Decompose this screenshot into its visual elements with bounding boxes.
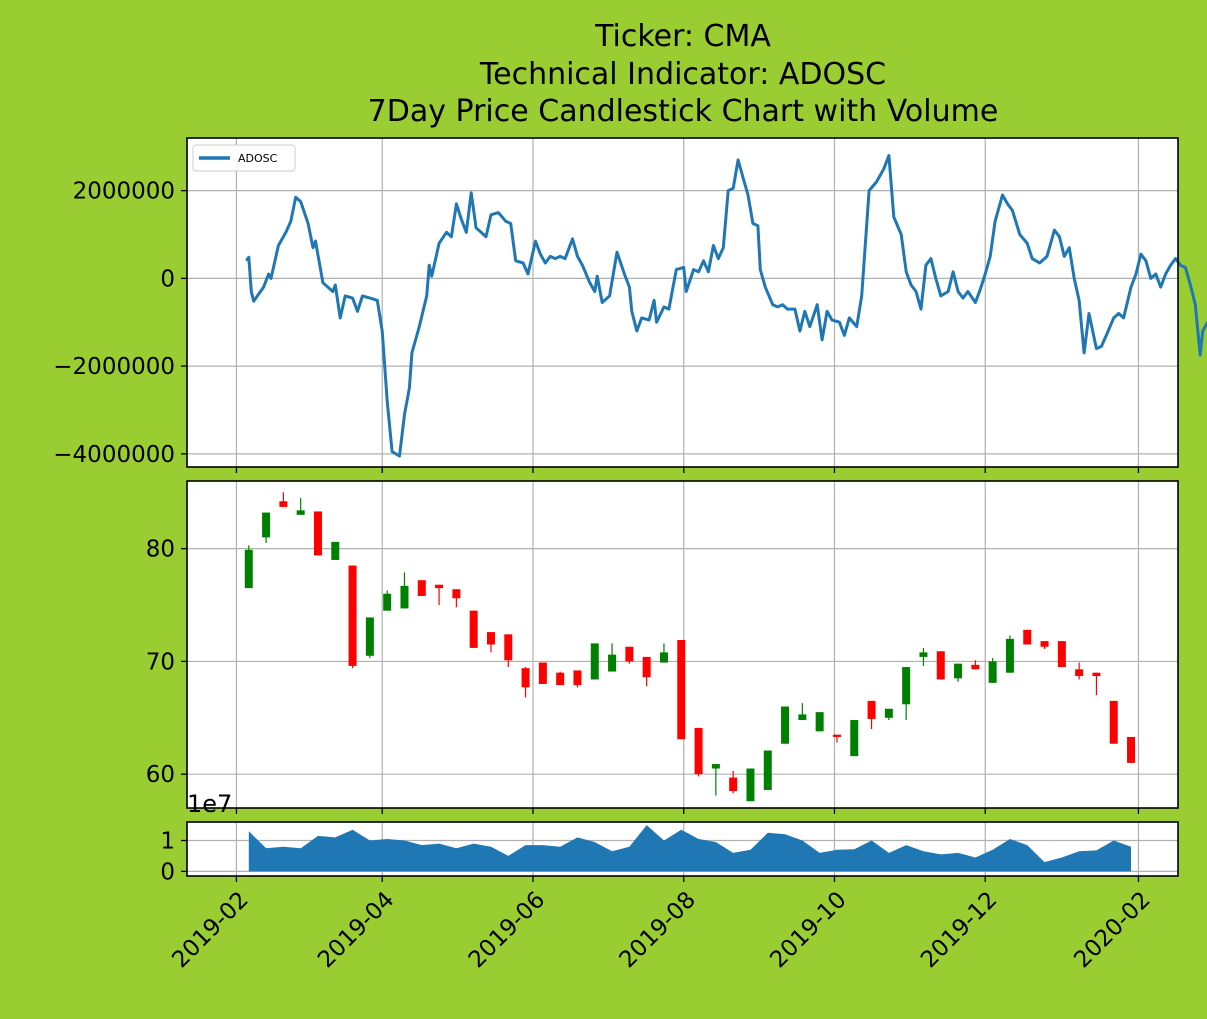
candle-body — [902, 667, 911, 705]
candle-body — [677, 639, 686, 740]
adosc-panel: −4000000 −2000000 0 2000000 — [53, 137, 1207, 473]
candle-body — [1092, 672, 1101, 677]
candle-body — [884, 708, 893, 718]
candle-body — [625, 646, 634, 662]
candle-body — [452, 589, 461, 599]
candle-body — [659, 652, 668, 663]
candle-body — [798, 714, 807, 721]
x-tick-label: 2019-10 — [765, 887, 851, 973]
price-ytick-label: 60 — [146, 762, 175, 788]
candle-body — [1005, 638, 1014, 673]
volume-offset-label: 1e7 — [187, 790, 232, 818]
candle-body — [279, 501, 288, 507]
volume-ytick-label: 1 — [160, 829, 175, 855]
candle-body — [296, 510, 305, 515]
candle-body — [1075, 669, 1084, 677]
candle-body — [815, 712, 824, 732]
chart-title-line-3: 7Day Price Candlestick Chart with Volume — [368, 94, 999, 129]
adosc-ytick-label: −4000000 — [53, 442, 175, 468]
x-tick-label: 2019-06 — [464, 887, 550, 973]
candle-body — [1109, 700, 1118, 744]
x-tick-label: 2019-02 — [167, 887, 253, 973]
candle-body — [832, 734, 841, 737]
adosc-legend: ADOSC — [192, 144, 296, 172]
candle-body — [763, 750, 772, 790]
candle-body — [365, 617, 374, 656]
candle-body — [954, 663, 963, 679]
volume-area — [248, 825, 1132, 872]
candle-body — [867, 700, 876, 719]
legend-box — [192, 144, 296, 172]
candle-body — [348, 565, 357, 666]
candle-body — [936, 651, 945, 680]
x-tick-label: 2019-08 — [615, 887, 701, 973]
candle-body — [919, 652, 928, 657]
candle-body — [1023, 629, 1032, 645]
candle-body — [538, 662, 547, 684]
x-tick-label: 2020-02 — [1069, 887, 1155, 973]
candle-body — [781, 706, 790, 744]
candle-body — [590, 643, 599, 680]
candle-body — [1057, 641, 1066, 668]
price-ytick-label: 80 — [146, 537, 175, 563]
price-frame — [186, 480, 1179, 809]
chart-title-line-1: Ticker: CMA — [594, 19, 771, 54]
candle-body — [486, 632, 495, 645]
x-tick-label: 2019-12 — [916, 887, 1002, 973]
candle-body — [694, 727, 703, 775]
candle-body — [244, 549, 253, 589]
candle-body — [400, 585, 409, 609]
candle-body — [504, 634, 513, 661]
candle-body — [331, 541, 340, 560]
candle-body — [850, 720, 859, 757]
candle-body — [262, 512, 271, 538]
candle-body — [556, 672, 565, 686]
price-panel: 60 70 80 — [146, 480, 1179, 814]
x-tick-label: 2019-04 — [313, 887, 399, 973]
candle-body — [711, 764, 720, 769]
candle-body — [1127, 736, 1136, 763]
volume-panel: 01 — [160, 821, 1179, 885]
adosc-plot-area — [187, 138, 1178, 467]
volume-ytick-label: 0 — [160, 859, 175, 885]
candle-body — [971, 664, 980, 670]
adosc-series-line — [245, 154, 1207, 458]
legend-label: ADOSC — [238, 152, 278, 165]
candle-body — [521, 668, 530, 688]
candle-body — [313, 511, 322, 556]
candle-body — [746, 768, 755, 802]
candle-body — [608, 654, 617, 672]
candle-body — [988, 661, 997, 683]
candle-body — [1040, 641, 1049, 647]
chart-title-line-2: Technical Indicator: ADOSC — [479, 57, 886, 92]
adosc-ytick-label: 2000000 — [73, 179, 175, 205]
price-ytick-label: 70 — [146, 649, 175, 675]
candle-body — [417, 580, 426, 597]
candle-body — [469, 610, 478, 648]
adosc-frame — [186, 137, 1179, 468]
adosc-ytick-label: −2000000 — [53, 354, 175, 380]
adosc-ytick-label: 0 — [160, 266, 175, 292]
candle-body — [435, 584, 444, 589]
x-axis: 2019-02 2019-04 2019-06 2019-08 2019-10 2019-… — [167, 887, 1155, 973]
volume-frame — [186, 821, 1179, 877]
candle-body — [642, 656, 651, 678]
candle-body — [573, 670, 582, 686]
candle-body — [729, 777, 738, 792]
candle-body — [383, 593, 392, 611]
